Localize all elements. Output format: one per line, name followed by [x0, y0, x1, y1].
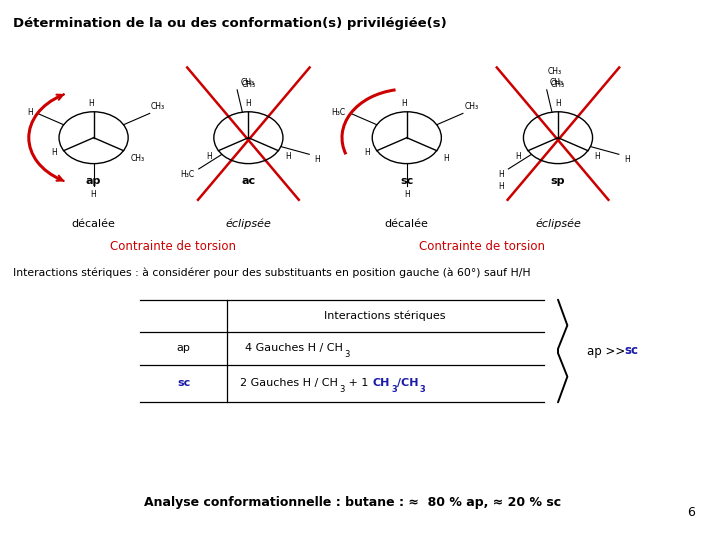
Text: H: H — [624, 154, 629, 164]
Text: H: H — [206, 152, 212, 161]
Text: décalée: décalée — [385, 219, 428, 229]
Text: décalée: décalée — [72, 219, 115, 229]
Text: éclipsée: éclipsée — [225, 219, 271, 229]
Text: H: H — [498, 170, 504, 179]
Text: 3: 3 — [420, 385, 426, 394]
Text: + 1: + 1 — [345, 379, 372, 388]
Text: CH₃: CH₃ — [551, 80, 565, 89]
Text: CH₃: CH₃ — [241, 80, 256, 89]
Text: sc: sc — [624, 345, 638, 357]
Text: CH₃: CH₃ — [547, 66, 562, 76]
Text: H₃C: H₃C — [180, 170, 194, 179]
Text: éclipsée: éclipsée — [535, 219, 581, 229]
Text: H: H — [27, 109, 32, 117]
Text: Interactions stériques : à considérer pour des substituants en position gauche (: Interactions stériques : à considérer po… — [13, 267, 531, 278]
Text: H: H — [555, 99, 561, 108]
Text: H: H — [314, 154, 320, 164]
Text: H: H — [285, 152, 291, 161]
Text: H: H — [88, 99, 94, 108]
Text: H: H — [516, 152, 521, 161]
Text: Analyse conformationnelle : butane : ≈  80 % ap, ≈ 20 % sc: Analyse conformationnelle : butane : ≈ 8… — [144, 496, 561, 509]
Text: CH: CH — [373, 379, 390, 388]
Text: 3: 3 — [339, 385, 344, 394]
Text: Contrainte de torsion: Contrainte de torsion — [419, 240, 546, 253]
Text: ac: ac — [241, 176, 256, 186]
Text: Contrainte de torsion: Contrainte de torsion — [109, 240, 236, 253]
Text: 3: 3 — [344, 350, 349, 359]
Text: sc: sc — [177, 379, 190, 388]
Text: CH₃: CH₃ — [550, 78, 564, 87]
Text: 4 Gauches H / CH: 4 Gauches H / CH — [245, 343, 343, 353]
Text: 3: 3 — [392, 385, 397, 394]
Text: sc: sc — [400, 176, 413, 186]
Text: H: H — [364, 147, 370, 157]
Text: 6: 6 — [687, 507, 695, 519]
Text: H: H — [404, 190, 410, 199]
Text: H₃C: H₃C — [332, 109, 346, 117]
Text: H: H — [595, 152, 600, 161]
Text: CH₃: CH₃ — [151, 102, 165, 111]
Text: ap: ap — [86, 176, 102, 186]
Text: Détermination de la ou des conformation(s) privilégiée(s): Détermination de la ou des conformation(… — [13, 17, 446, 30]
Text: H: H — [498, 181, 504, 191]
Text: H: H — [444, 154, 449, 163]
Text: sp: sp — [551, 176, 565, 186]
Text: ap >>: ap >> — [587, 345, 629, 357]
Text: CH₃: CH₃ — [240, 78, 255, 87]
Text: H: H — [246, 99, 251, 108]
Text: Interactions stériques: Interactions stériques — [325, 310, 446, 321]
Text: /CH: /CH — [397, 379, 418, 388]
Text: H: H — [91, 190, 96, 199]
Text: ap: ap — [176, 343, 191, 353]
Text: CH₃: CH₃ — [130, 154, 145, 163]
Text: H: H — [401, 99, 407, 108]
Text: H: H — [51, 147, 57, 157]
Text: CH₃: CH₃ — [464, 102, 478, 111]
Text: 2 Gauches H / CH: 2 Gauches H / CH — [240, 379, 338, 388]
